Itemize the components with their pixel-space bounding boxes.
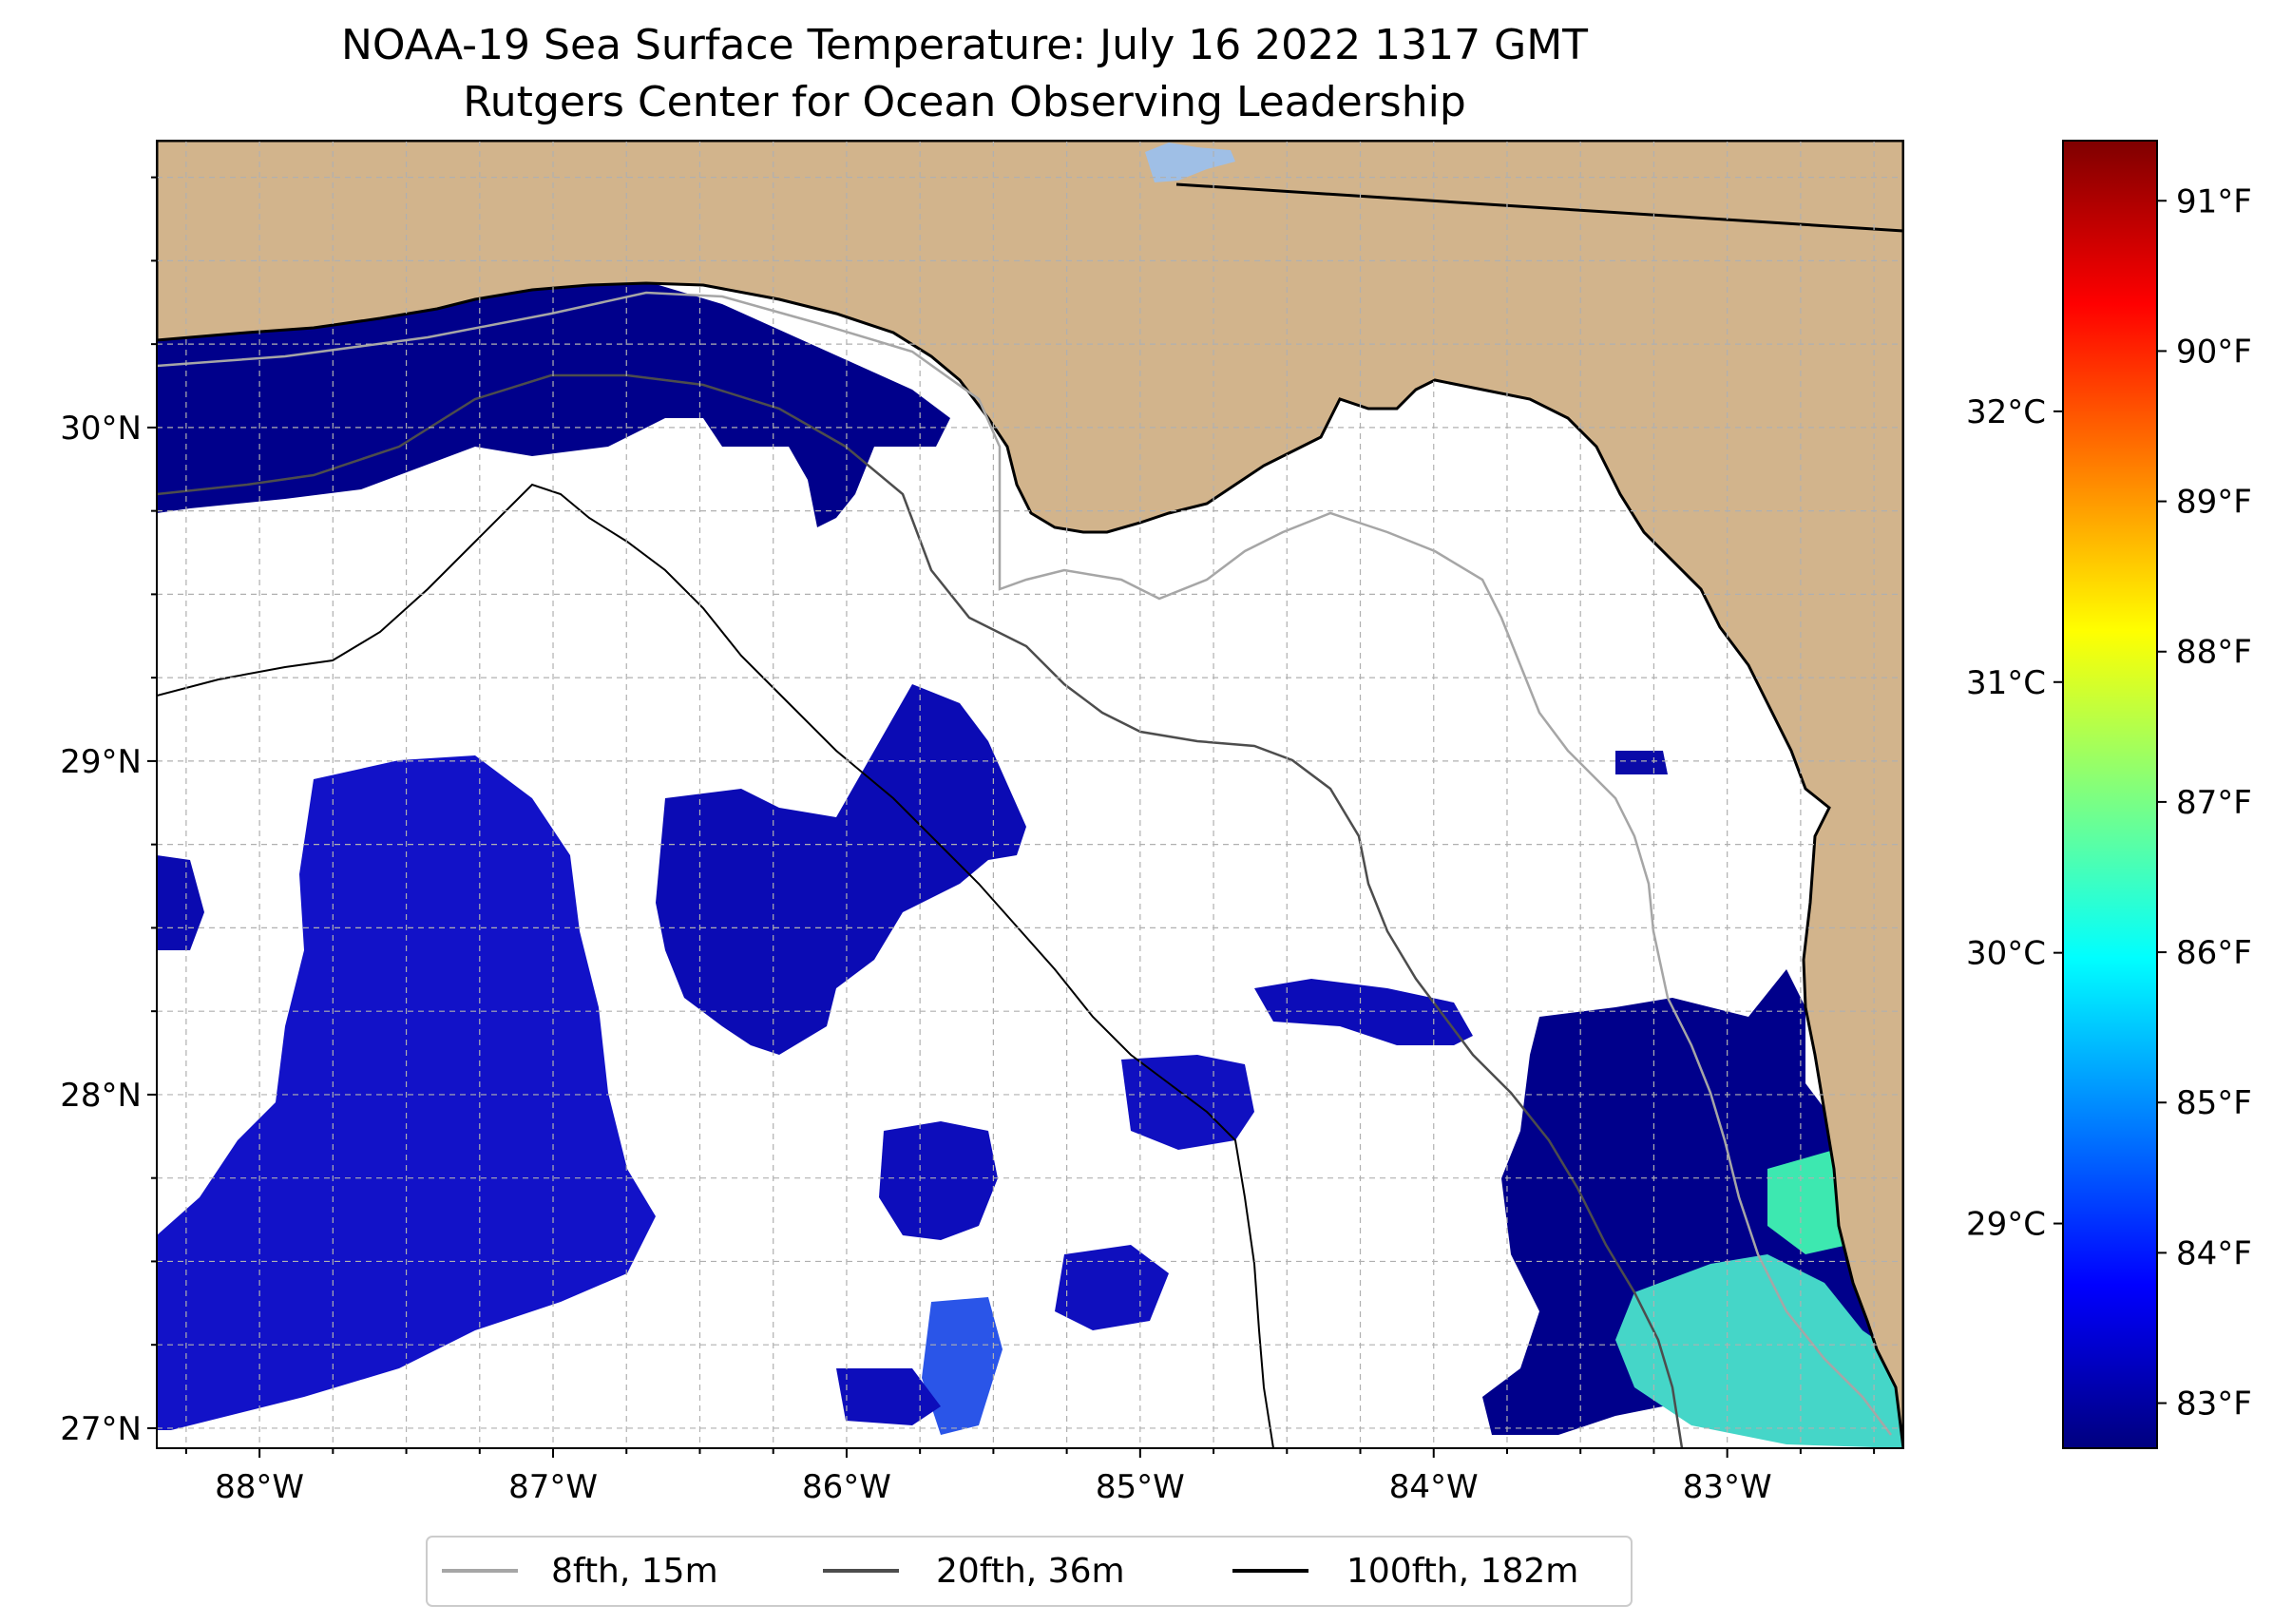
colorbar-f-tick-label: 90°F <box>2176 333 2252 371</box>
colorbar-f-tick-label: 85°F <box>2176 1084 2252 1122</box>
latitude-axis: 27°N 28°N 29°N 30°N <box>60 176 157 1448</box>
legend-frame <box>426 1536 1633 1607</box>
colorbar-c-tick-label: 31°C <box>1966 664 2046 702</box>
lat-tick-label: 28°N <box>60 1077 142 1115</box>
colorbar-c-tick-label: 30°C <box>1966 935 2046 973</box>
colorbar-f-tick-label: 91°F <box>2176 182 2252 220</box>
temperature-colorbar: 83°F 84°F 85°F 86°F 87°F 88°F 89°F 90°F 91°F 29°… <box>1966 140 2252 1449</box>
longitude-axis: 88°W 87°W 86°W 85°W 84°W 83°W <box>184 1448 1876 1506</box>
lon-tick-label: 87°W <box>508 1468 598 1506</box>
map-title: NOAA-19 Sea Surface Temperature: July 16… <box>341 21 1588 69</box>
sst-patch-east-warm <box>1615 1254 1903 1448</box>
lon-tick-label: 83°W <box>1683 1468 1772 1506</box>
colorbar-f-tick-label: 84°F <box>2176 1234 2252 1272</box>
sst-patch-northwest <box>157 274 950 527</box>
graticule-gridlines <box>157 141 1903 1448</box>
colorbar-f-tick-label: 83°F <box>2176 1385 2252 1423</box>
lat-tick-label: 27°N <box>60 1410 142 1448</box>
lon-tick-label: 85°W <box>1096 1468 1185 1506</box>
colorbar-frame <box>2062 140 2158 1449</box>
colorbar-c-tick-label: 29°C <box>1966 1206 2046 1244</box>
lon-tick-label: 86°W <box>802 1468 891 1506</box>
colorbar-c-tick-label: 32°C <box>1966 393 2046 431</box>
legend-label-8fth: 8fth, 15m <box>551 1552 718 1591</box>
sst-patch-south-1 <box>1055 1245 1169 1330</box>
map-subtitle: Rutgers Center for Ocean Observing Leade… <box>463 78 1466 126</box>
colorbar-f-tick-label: 88°F <box>2176 634 2252 672</box>
sst-patch-center-se <box>1254 979 1473 1045</box>
inland-lake <box>1145 143 1235 182</box>
isobath-20fth <box>157 373 1684 1448</box>
lon-tick-label: 84°W <box>1389 1468 1479 1506</box>
colorbar-f-tick-label: 86°F <box>2176 934 2252 972</box>
lon-tick-label: 88°W <box>215 1468 304 1506</box>
colorbar-f-tick-label: 87°F <box>2176 784 2252 822</box>
legend-label-100fth: 100fth, 182m <box>1347 1552 1578 1591</box>
state-border <box>1175 182 1903 233</box>
lat-tick-label: 30°N <box>60 410 142 448</box>
legend-label-20fth: 20fth, 36m <box>936 1552 1125 1591</box>
colorbar-fahrenheit-ticks: 83°F 84°F 85°F 86°F 87°F 88°F 89°F 90°F 91°F <box>2157 182 2252 1423</box>
map-frame <box>156 140 1904 1449</box>
lat-tick-label: 29°N <box>60 743 142 781</box>
sst-patch-mid-east <box>1615 751 1668 774</box>
isobath-8fth <box>157 291 1892 1436</box>
sst-patch-south-2 <box>922 1297 1003 1435</box>
isobath-100fth <box>157 483 1274 1448</box>
sst-patch-center-south <box>879 1121 998 1240</box>
land-coastline <box>157 141 1903 1448</box>
colorbar-gradient <box>2063 141 2157 1448</box>
colorbar-celsius-ticks: 29°C 30°C 31°C 32°C <box>1966 393 2063 1244</box>
colorbar-f-tick-label: 89°F <box>2176 484 2252 522</box>
isobath-legend: 8fth, 15m 20fth, 36m 100fth, 182m <box>426 1536 1633 1607</box>
sst-patch-south-3 <box>836 1368 941 1425</box>
sst-map-panel: 88°W 87°W 86°W 85°W 84°W 83°W 27°N 28°N 29°N 30°… <box>60 140 1904 1506</box>
sst-patch-far-west <box>157 855 204 950</box>
sst-patch-center-north <box>656 684 1026 1055</box>
